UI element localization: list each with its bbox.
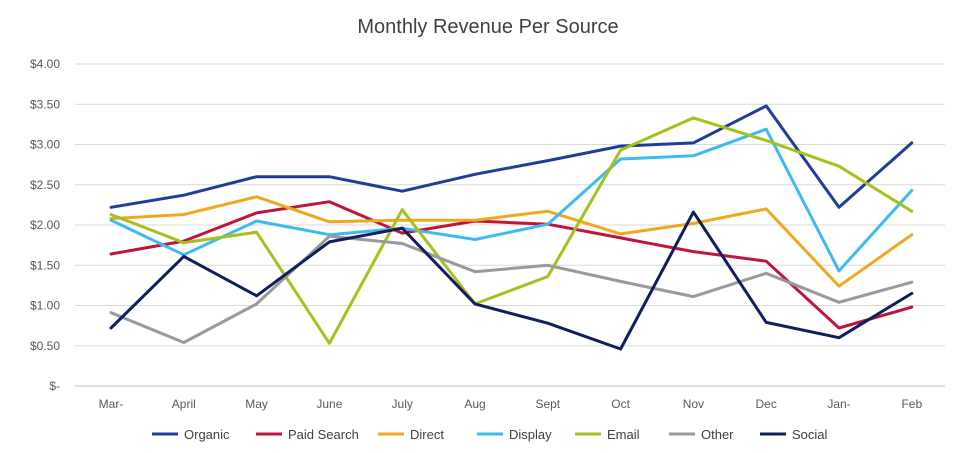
legend-direct-label: Direct [410,427,444,442]
series-line-other [109,234,914,344]
series-line-social [109,210,914,351]
x-tick-label: July [392,397,413,411]
y-tick-label: $0.50 [30,339,60,353]
legend-organic-label: Organic [184,427,230,442]
legend-social-label: Social [792,427,828,442]
series-line-organic [109,104,914,209]
series-lines [109,104,914,351]
legend: Organic Paid Search Direct Display Email Othe… [152,427,828,442]
x-tick-label: Nov [683,397,704,411]
x-tick-label: May [245,397,268,411]
x-tick-label: April [172,397,196,411]
y-tick-label: $1.50 [30,258,60,272]
x-tick-label: Sept [535,397,560,411]
x-tick-label: Oct [611,397,630,411]
series-line-email [109,116,914,345]
y-tick-label: $3.00 [30,138,60,152]
series-line-paid-search [109,200,914,330]
series-line-display [109,127,914,273]
x-tick-label: Aug [464,397,485,411]
x-tick-label: Feb [901,397,922,411]
y-tick-label: $1.00 [30,299,60,313]
legend-email-label: Email [607,427,640,442]
legend-paid-search-label: Paid Search [288,427,359,442]
x-axis-ticks: Mar- April May June July Aug Sept Oct Nov Dec Jan-… [99,397,923,411]
chart-title: Monthly Revenue Per Source [357,16,618,38]
x-tick-label: June [316,397,342,411]
legend-display-label: Display [509,427,552,442]
y-tick-label: $2.00 [30,218,60,232]
x-tick-label: Jan- [827,397,850,411]
x-tick-label: Mar- [99,397,124,411]
y-tick-label: $3.50 [30,97,60,111]
y-tick-label: $4.00 [30,57,60,71]
x-tick-label: Dec [756,397,777,411]
series-line-direct [109,195,914,288]
y-tick-label: $2.50 [30,178,60,192]
legend-other-label: Other [701,427,734,442]
y-axis-ticks: $- $0.50 $1.00 $1.50 $2.00 $2.50 $3.00 $3.50 $4.… [30,57,60,393]
y-tick-label: $- [49,379,60,393]
